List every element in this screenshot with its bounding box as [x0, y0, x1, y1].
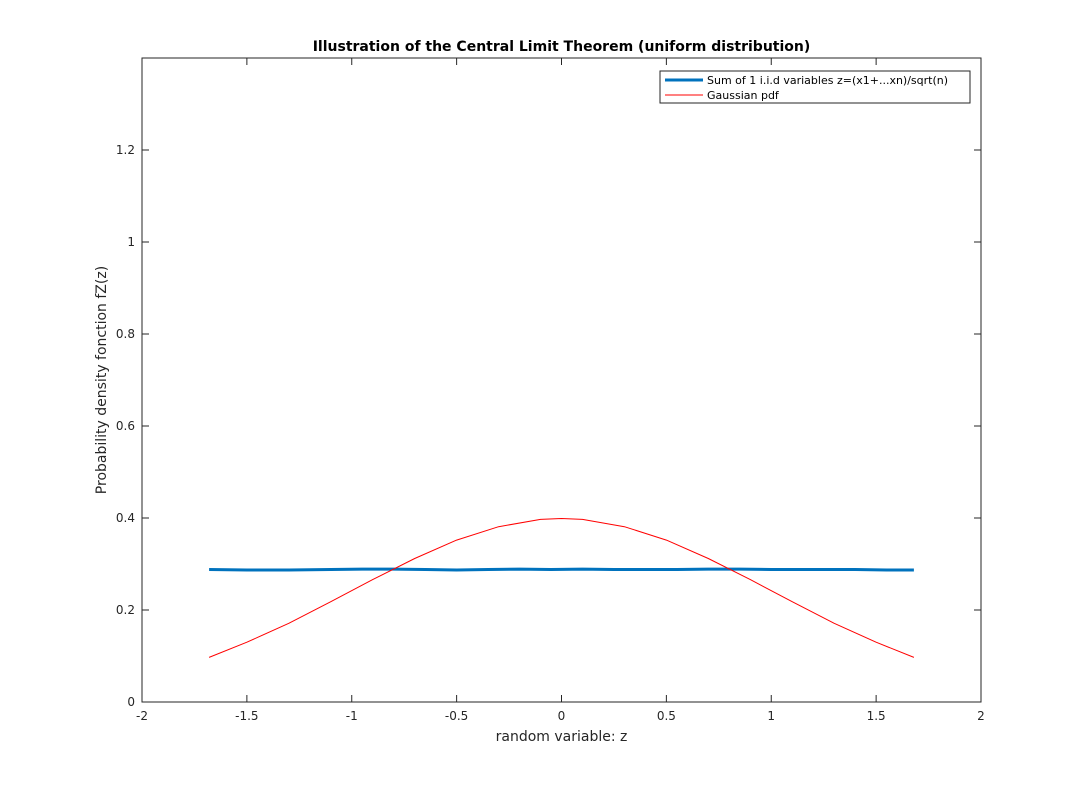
y-tick-label: 0.4 — [116, 511, 135, 525]
x-tick-label: -2 — [136, 709, 148, 723]
x-axis-label: random variable: z — [496, 729, 628, 745]
y-tick-label: 0.8 — [116, 327, 135, 341]
y-tick-label: 1 — [127, 235, 135, 249]
legend-label-series-1: Sum of 1 i.i.d variables z=(x1+...xn)/sq… — [707, 74, 948, 87]
series-line-2 — [208, 518, 915, 658]
x-tick-label: 2 — [977, 709, 985, 723]
y-tick-label: 0 — [127, 695, 135, 709]
y-axis-label: Probability density fonction fZ(z) — [94, 266, 110, 494]
x-tick-label: 1 — [767, 709, 775, 723]
plot-area — [141, 57, 982, 703]
y-tick-label: 0.6 — [116, 419, 135, 433]
y-tick-label: 1.2 — [116, 143, 135, 157]
x-tick-label: 1.5 — [867, 709, 886, 723]
x-tick-label: -1 — [346, 709, 358, 723]
legend: Sum of 1 i.i.d variables z=(x1+...xn)/sq… — [659, 70, 971, 104]
series-layer — [208, 518, 915, 658]
series-line-1 — [209, 567, 914, 572]
x-tick-label: -1.5 — [235, 709, 258, 723]
x-tick-label: 0.5 — [657, 709, 676, 723]
legend-box — [659, 70, 971, 104]
chart-title: Illustration of the Central Limit Theore… — [313, 39, 811, 55]
y-tick-label: 0.2 — [116, 603, 135, 617]
legend-label-series-2: Gaussian pdf — [707, 89, 780, 102]
x-tick-label: 0 — [558, 709, 566, 723]
axis-ticks: -2 -1.5 -1 -0.5 0 0.5 1 1.5 2 0 0.2 0.4 0.6 0.8 1 1.2 — [116, 58, 985, 723]
x-tick-label: -0.5 — [445, 709, 468, 723]
